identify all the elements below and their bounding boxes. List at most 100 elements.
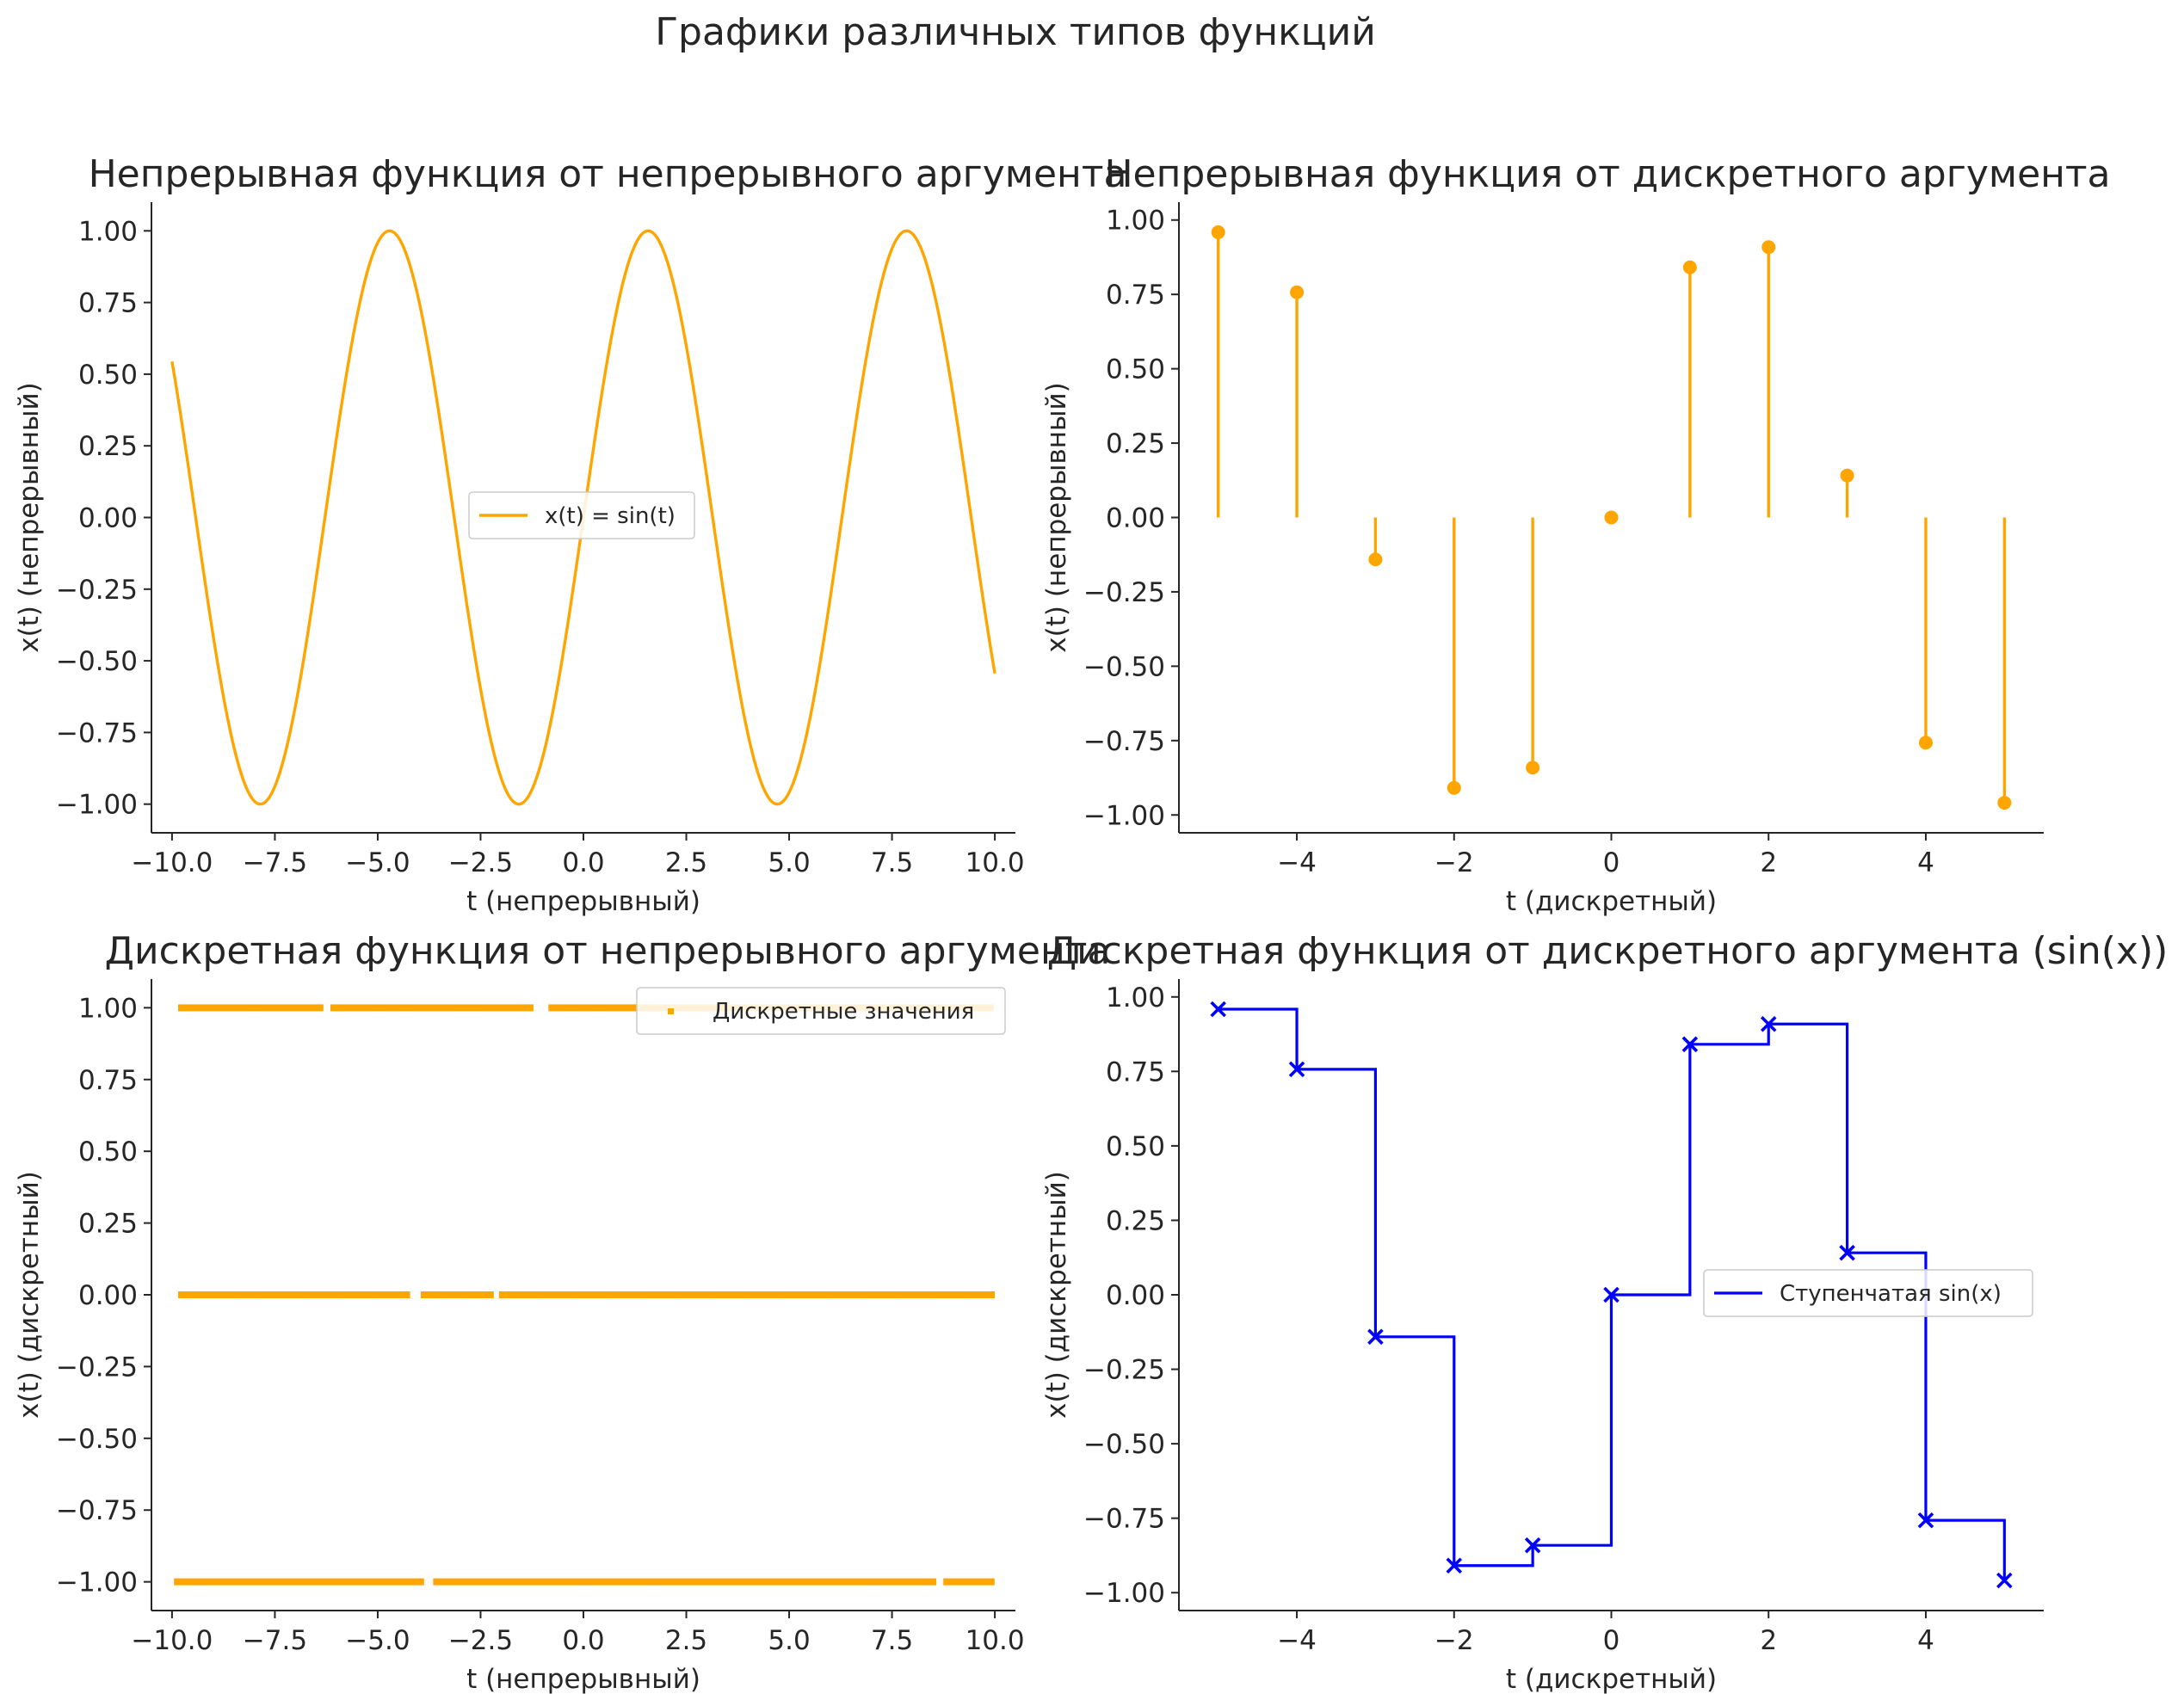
chart3-scatter-point (438, 1004, 443, 1012)
chart3-scatter-point (928, 1578, 933, 1586)
chart3-scatter-point (795, 1291, 800, 1298)
chart3-scatter-point (435, 1004, 440, 1012)
chart2-stem-marker (1604, 510, 1619, 525)
chart3-scatter-point (347, 1578, 352, 1586)
chart3-scatter-point (881, 1578, 886, 1586)
chart3-scatter-point (824, 1291, 829, 1298)
chart3-scatter-point (787, 1291, 793, 1298)
chart3-scatter-point (906, 1578, 911, 1586)
chart1-y-tick-label: 0.25 (78, 431, 138, 462)
chart3-scatter-point (348, 1291, 353, 1298)
chart3-scatter-point (405, 1291, 410, 1298)
chart3-scatter-point (777, 1291, 782, 1298)
chart3-scatter-point (478, 1291, 484, 1298)
chart3-scatter-point (512, 1578, 517, 1586)
chart3-scatter-point (958, 1291, 963, 1298)
chart3-scatter-point (849, 1291, 854, 1298)
chart2-stem-marker (1761, 240, 1776, 255)
chart3-scatter-point (402, 1004, 407, 1012)
chart2: Непрерывная функция от дискретного аргум… (1041, 152, 2111, 917)
chart3-scatter-point (228, 1291, 233, 1298)
chart3-scatter-point (961, 1578, 966, 1586)
chart3-scatter-point (888, 1578, 893, 1586)
chart2-y-tick-label: −0.25 (1083, 577, 1165, 608)
chart3-scatter-point (621, 1291, 626, 1298)
chart3-legend-label: Дискретные значения (713, 999, 974, 1025)
chart3-scatter-point (232, 1291, 237, 1298)
chart2-x-axis-label: t (дискретный) (1506, 886, 1717, 917)
chart3-scatter-point (290, 1004, 295, 1012)
chart3-scatter-point (805, 1291, 811, 1298)
chart3-scatter-point (910, 1291, 916, 1298)
chart3-scatter-point (733, 1291, 738, 1298)
chart3-scatter-point (228, 1578, 233, 1586)
chart3-scatter-point (756, 1291, 761, 1298)
chart3-x-tick-label: −5.0 (345, 1625, 410, 1656)
chart3-scatter-point (620, 1578, 626, 1586)
chart3-scatter-point (577, 1578, 583, 1586)
chart3-scatter-point (387, 1578, 392, 1586)
chart3-scatter-point (625, 1291, 630, 1298)
chart3-scatter-point (308, 1004, 313, 1012)
chart3-scatter-point (343, 1578, 349, 1586)
chart3-scatter-point (192, 1004, 197, 1012)
chart3-scatter-point (330, 1004, 335, 1012)
chart1-y-tick-label: 0.50 (78, 360, 138, 391)
chart3-scatter-point (246, 1578, 251, 1586)
chart3-scatter-point (293, 1004, 299, 1012)
chart3-scatter-point (383, 1578, 388, 1586)
chart3-scatter-point (983, 1291, 988, 1298)
chart3-x-tick-label: 5.0 (768, 1625, 810, 1656)
chart3-scatter-point (896, 1578, 900, 1586)
chart3-scatter-point (256, 1578, 262, 1586)
chart3-scatter-point (798, 1578, 803, 1586)
chart3-scatter-point (591, 1004, 596, 1012)
chart3-scatter-point (867, 1578, 872, 1586)
chart3-scatter-point (290, 1291, 295, 1298)
chart3-scatter-point (509, 1578, 514, 1586)
chart3-scatter-point (769, 1291, 774, 1298)
chart1-y-tick-label: −0.75 (56, 718, 138, 748)
chart3-scatter-point (549, 1291, 554, 1298)
chart3-scatter-point (203, 1004, 208, 1012)
chart3-scatter-point (341, 1291, 345, 1298)
chart4-x-marker (1524, 1537, 1541, 1554)
chart3-x-tick-label: −7.5 (243, 1625, 307, 1656)
chart3-scatter-point (453, 1291, 458, 1298)
chart1-x-tick-label: 5.0 (768, 847, 810, 878)
chart3-scatter-point (682, 1578, 688, 1586)
chart3-scatter-point (828, 1291, 833, 1298)
chart4-y-tick-label: −1.00 (1083, 1578, 1165, 1609)
chart3-legend (636, 987, 1006, 1035)
chart3-scatter-point (271, 1578, 276, 1586)
chart3-scatter-point (181, 1578, 186, 1586)
chart3-scatter-point (697, 1578, 701, 1586)
chart3-scatter-point (336, 1291, 342, 1298)
chart3-scatter-point (257, 1291, 262, 1298)
chart3-scatter-point (817, 1291, 822, 1298)
chart3-scatter-point (950, 1291, 955, 1298)
chart3-scatter-point (627, 1004, 632, 1012)
chart3-scatter-point (610, 1578, 615, 1586)
chart3-scatter-point (305, 1004, 309, 1012)
chart1-title: Непрерывная функция от непрерывного аргу… (89, 152, 1127, 196)
chart3-scatter-point (431, 1004, 436, 1012)
chart3-scatter-point (355, 1004, 361, 1012)
chart3-x-axis-label: t (непрерывный) (466, 1664, 700, 1694)
chart3-y-tick-label: 0.75 (78, 1065, 138, 1096)
chart3-scatter-point (614, 1578, 619, 1586)
chart3-scatter-point (599, 1578, 604, 1586)
chart3: Дискретная функция от непрерывного аргум… (14, 929, 1110, 1694)
chart3-scatter-point (628, 1578, 633, 1586)
chart3-scatter-point (965, 1291, 970, 1298)
chart3-scatter-point (178, 1291, 182, 1298)
chart4-x-marker (1210, 1001, 1226, 1018)
chart3-scatter-point (199, 1578, 204, 1586)
chart3-scatter-point (620, 1004, 626, 1012)
chart3-scatter-point (510, 1004, 515, 1012)
chart3-y-tick-label: −1.00 (56, 1568, 138, 1599)
chart3-scatter-point (370, 1004, 375, 1012)
chart3-scatter-point (611, 1291, 616, 1298)
chart3-scatter-point (329, 1578, 334, 1586)
chart3-scatter-point (602, 1004, 608, 1012)
